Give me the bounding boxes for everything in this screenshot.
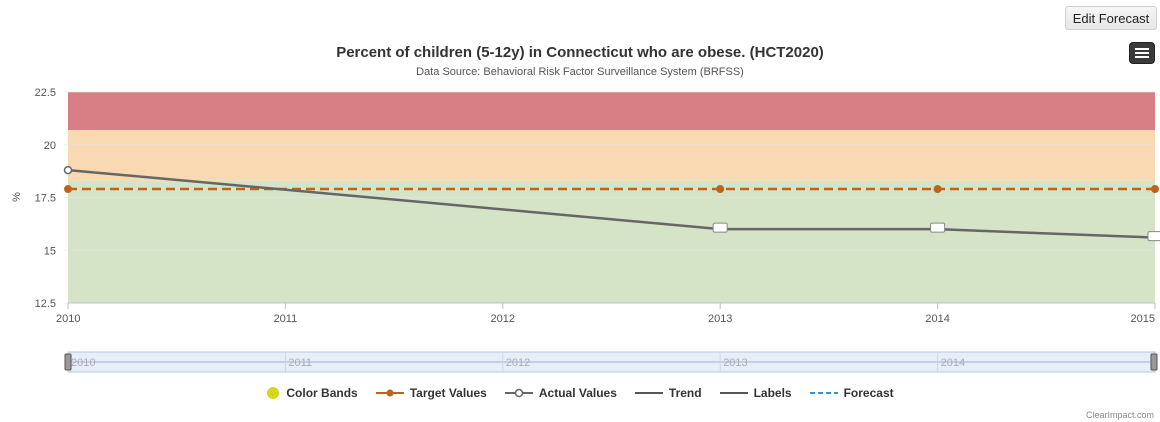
color-band-orange bbox=[68, 129, 1155, 181]
x-tick-label: 2013 bbox=[708, 313, 732, 325]
target-value-point bbox=[933, 185, 942, 194]
actual-value-marker bbox=[930, 222, 946, 233]
navigator-tick-label: 2012 bbox=[506, 357, 530, 369]
target-value-point bbox=[64, 185, 72, 194]
chart-subtitle: Data Source: Behavioral Risk Factor Surv… bbox=[416, 66, 744, 78]
y-tick-label: 22.5 bbox=[35, 87, 56, 99]
hamburger-menu-icon[interactable] bbox=[1129, 42, 1155, 64]
y-axis-label: % bbox=[11, 192, 23, 202]
navigator-left-handle[interactable] bbox=[64, 353, 72, 371]
labels-swatch bbox=[719, 392, 748, 394]
actual-values-swatch bbox=[504, 388, 533, 398]
x-tick-label: 2012 bbox=[491, 313, 515, 325]
target-values-swatch bbox=[375, 389, 404, 397]
edit-forecast-button[interactable]: Edit Forecast bbox=[1065, 6, 1157, 30]
legend-item-labels[interactable]: Labels bbox=[719, 386, 792, 400]
trend-swatch bbox=[634, 392, 663, 394]
actual-value-marker bbox=[1147, 231, 1160, 242]
navigator-tick-label: 2011 bbox=[288, 357, 312, 369]
legend-item-actual-values[interactable]: Actual Values bbox=[504, 386, 617, 400]
color-band-red bbox=[68, 92, 1155, 130]
x-tick-label: 2014 bbox=[925, 313, 949, 325]
x-tick-label: 2011 bbox=[274, 313, 298, 325]
target-value-point bbox=[716, 185, 725, 194]
target-value-point bbox=[1151, 185, 1159, 194]
navigator-tick-label: 2014 bbox=[941, 357, 965, 369]
actual-value-marker bbox=[712, 222, 728, 233]
y-tick-label: 12.5 bbox=[35, 298, 56, 310]
navigator-right-handle[interactable] bbox=[1150, 353, 1158, 371]
forecast-swatch bbox=[809, 392, 838, 394]
legend-item-forecast[interactable]: Forecast bbox=[809, 386, 894, 400]
navigator-tick-label: 2013 bbox=[723, 357, 747, 369]
credit-label: ClearImpact.com bbox=[1085, 410, 1154, 420]
chart-legend: Color Bands Target Values Actual Values … bbox=[0, 386, 1160, 400]
color-bands-swatch bbox=[267, 387, 280, 399]
x-tick-label: 2010 bbox=[56, 313, 80, 325]
chart-title: Percent of children (5-12y) in Connectic… bbox=[336, 44, 824, 61]
legend-item-target-values[interactable]: Target Values bbox=[375, 386, 487, 400]
actual-value-point bbox=[63, 165, 73, 175]
x-tick-label: 2015 bbox=[1131, 313, 1155, 325]
legend-item-color-bands[interactable]: Color Bands bbox=[266, 386, 358, 400]
chart-canvas: 12.5 15 17.5 20 22.5 % 2010 2011 2012 2013 2014 2… bbox=[11, 87, 1160, 373]
y-tick-label: 20 bbox=[44, 140, 56, 152]
legend-item-trend[interactable]: Trend bbox=[634, 386, 702, 400]
navigator-tick-label: 2010 bbox=[71, 357, 95, 369]
y-tick-label: 15 bbox=[44, 245, 56, 257]
y-tick-label: 17.5 bbox=[35, 193, 56, 205]
actual-values-line bbox=[67, 168, 1156, 239]
color-band-green bbox=[68, 180, 1155, 303]
